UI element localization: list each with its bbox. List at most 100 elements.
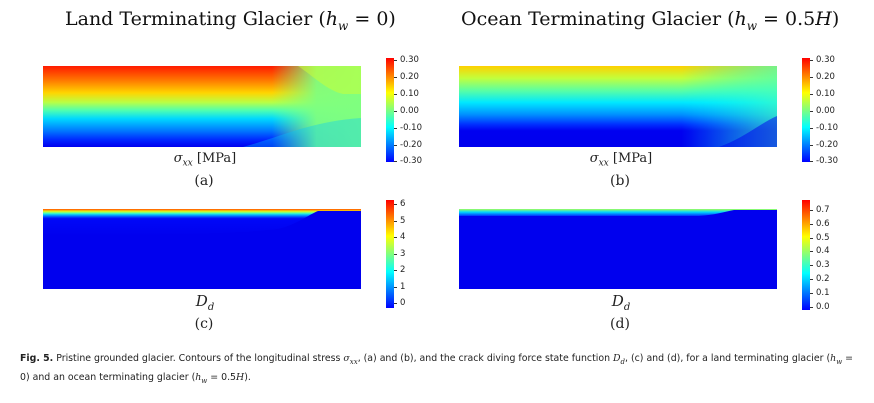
colorbar-tick-label: 0.00	[816, 105, 835, 116]
colorbar-b	[802, 58, 810, 162]
field-symbol-a: σ	[173, 151, 183, 166]
caption-m4sub: w	[201, 376, 208, 385]
colorbar-tickmark	[394, 270, 397, 271]
colorbar-tick-label: 0.30	[400, 55, 419, 65]
colorbar-tick-label: 2	[400, 265, 406, 275]
field-symbol-b: σ	[589, 151, 599, 166]
colorbar-tick-label: -0.30	[816, 156, 838, 167]
colorbar-tick-label: 6	[400, 199, 406, 209]
colorbar-tickmark	[810, 237, 813, 239]
colorbar-a	[386, 58, 394, 162]
subfigure-label-b: (b)	[610, 173, 630, 189]
colorbar-tickmark	[810, 265, 813, 267]
colorbar-tick-label: 0.7	[816, 205, 830, 215]
colorbar-tickmark	[394, 286, 397, 288]
colorbar-tickmark	[810, 161, 813, 163]
colorbar-tick-label: 0	[400, 298, 406, 308]
colorbar-tickmark	[810, 76, 813, 78]
field-symbol-c: D	[195, 292, 208, 310]
caption-fig-label: Fig. 5.	[20, 353, 54, 364]
field-unit-b: [MPa]	[612, 151, 653, 166]
field-sub-c: d	[207, 302, 215, 313]
colorbar-tickmark	[810, 144, 813, 146]
colorbar-tickmark	[810, 279, 813, 280]
subfigure-label-a: (a)	[194, 173, 214, 189]
colorbar-tick-label: 0.0	[816, 301, 830, 312]
figure-caption: Fig. 5. Pristine grounded glacier. Conto…	[20, 351, 856, 389]
colorbar-tickmark	[394, 127, 397, 129]
caption-t4: = 0) and an ocean terminating glacier (	[20, 353, 854, 383]
subfigure-label-d: (d)	[610, 316, 630, 332]
field-label-a: σxx [MPa]	[160, 151, 250, 169]
colorbar-tick-label: 0.5	[816, 232, 830, 243]
title-ocean-terminating: Ocean Terminating Glacier (hw = 0.5H)	[461, 8, 839, 33]
field-unit-a: [MPa]	[196, 151, 237, 166]
colorbar-tick-label: -0.20	[400, 139, 422, 150]
colorbar-tick-label: 5	[400, 215, 406, 226]
contour-plot-c	[43, 209, 361, 289]
colorbar-tickmark	[394, 303, 397, 304]
colorbar-tick-label: 0.20	[816, 71, 835, 82]
field-sub-b: xx	[598, 158, 609, 169]
colorbar-tick-label: 0.1	[816, 287, 830, 298]
colorbar-tickmark	[810, 110, 813, 112]
caption-t2: , (a) and (b), and the crack diving forc…	[357, 353, 614, 364]
colorbar-tick-label: -0.10	[816, 122, 838, 133]
caption-m5: H	[236, 371, 245, 383]
colorbar-tickmark	[394, 93, 397, 95]
colorbar-tick-label: 0.10	[400, 88, 419, 99]
colorbar-tickmark	[394, 204, 397, 205]
subfigure-label-c: (c)	[194, 316, 214, 332]
caption-m1: σ	[343, 353, 350, 364]
title-left-math: h	[325, 8, 339, 30]
caption-t3: , (c) and (d), for a land terminating gl…	[625, 353, 831, 364]
contour-plot-b	[459, 66, 777, 147]
colorbar-tickmark	[394, 144, 397, 146]
colorbar-tickmark	[394, 110, 397, 112]
field-label-d: Dd	[596, 292, 646, 313]
field-label-b: σxx [MPa]	[576, 151, 666, 169]
colorbar-tickmark	[810, 292, 813, 294]
contour-plot-a	[43, 66, 361, 147]
contour-plot-d	[459, 209, 777, 289]
colorbar-tick-label: 3	[400, 248, 406, 259]
colorbar-tick-label: 0.6	[816, 218, 830, 229]
title-left-rest: = 0)	[348, 8, 396, 30]
caption-m4: h	[195, 371, 202, 383]
colorbar-tickmark	[394, 60, 397, 61]
caption-t6: ).	[244, 371, 251, 383]
caption-m2sub: d	[620, 357, 626, 366]
colorbar-tick-label: 0.00	[400, 105, 419, 116]
colorbar-tick-label: 0.20	[400, 71, 419, 82]
colorbar-tick-label: -0.10	[400, 122, 422, 133]
colorbar-tickmark	[394, 76, 397, 78]
caption-m1sub: xx	[349, 357, 358, 366]
caption-m3sub: w	[836, 357, 843, 366]
title-right-rest: = 0.5	[757, 8, 816, 30]
title-left-text: Land Terminating Glacier (	[65, 8, 326, 30]
title-right-close: )	[831, 8, 840, 30]
colorbar-c	[386, 200, 394, 308]
field-sub-a: xx	[182, 158, 193, 169]
title-left-sub: w	[338, 18, 349, 33]
caption-t1: Pristine grounded glacier. Contours of t…	[53, 353, 344, 364]
colorbar-tickmark	[810, 306, 813, 308]
title-right-math: h	[734, 8, 747, 30]
field-symbol-d: D	[611, 292, 624, 310]
colorbar-tickmark	[810, 127, 813, 129]
colorbar-tick-label: 4	[400, 232, 406, 242]
field-sub-d: d	[623, 302, 631, 313]
title-land-terminating: Land Terminating Glacier (hw = 0)	[65, 8, 396, 33]
colorbar-d	[802, 200, 810, 310]
colorbar-tickmark	[394, 253, 397, 255]
colorbar-tick-label: 0.10	[816, 88, 835, 99]
caption-m3: h	[830, 353, 837, 364]
title-right-sub: w	[746, 18, 758, 33]
title-right-text: Ocean Terminating Glacier (	[461, 8, 735, 30]
colorbar-tick-label: -0.20	[816, 139, 838, 150]
colorbar-tickmark	[810, 223, 813, 225]
colorbar-tickmark	[810, 93, 813, 95]
colorbar-tick-label: -0.30	[400, 156, 422, 167]
caption-t5: = 0.5	[207, 371, 237, 383]
colorbar-tickmark	[394, 161, 397, 163]
